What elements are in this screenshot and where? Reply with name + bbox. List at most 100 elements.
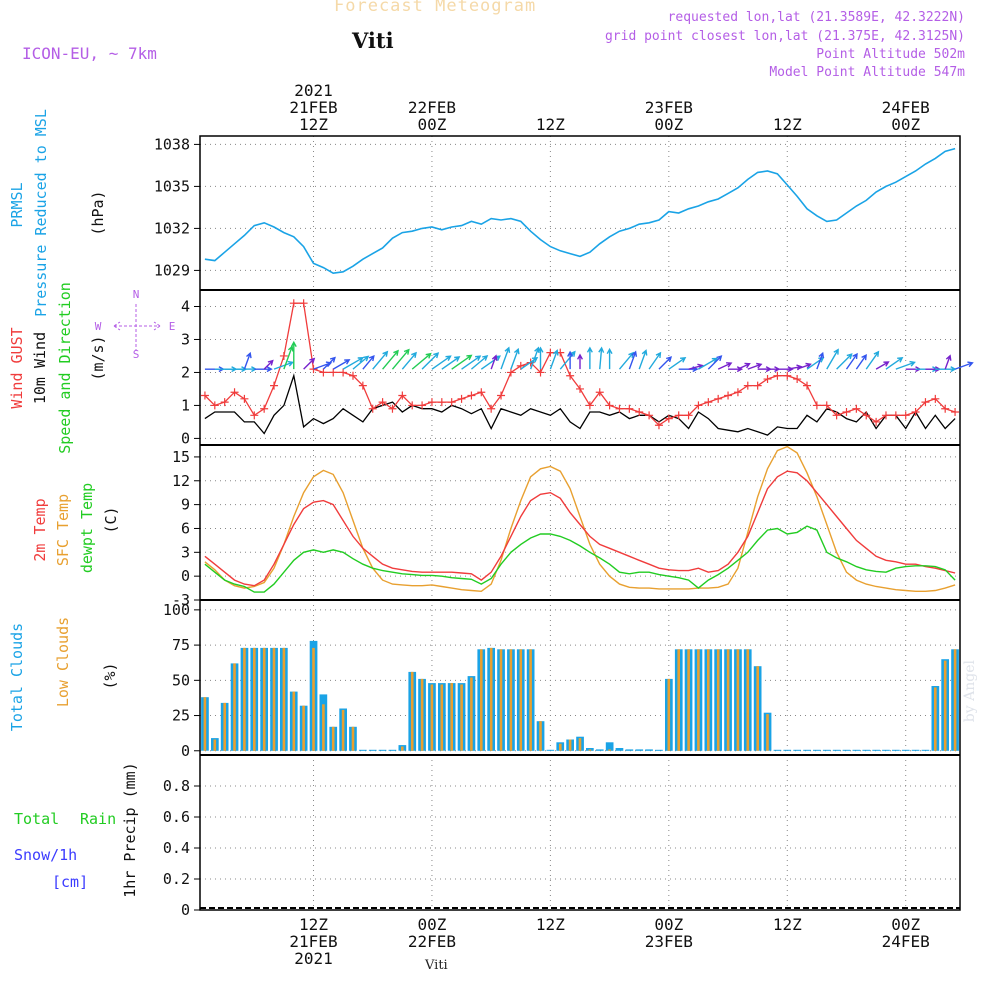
gust-marker: [546, 348, 555, 357]
low-cloud-bar: [677, 649, 680, 751]
temp-dewpt-label: dewpt Temp: [78, 483, 96, 573]
wind-10m-label: 10m Wind: [31, 332, 49, 404]
gust-marker: [694, 401, 703, 410]
low-cloud-bar: [243, 647, 246, 751]
wind-direction-arrow: [461, 355, 482, 370]
precip-ytick-label: 0.2: [163, 870, 190, 888]
temp-dewpt-line: [204, 525, 956, 593]
point-altitude: Point Altitude 502m: [816, 47, 965, 62]
wind-direction-arrow: [470, 355, 489, 370]
gust-marker: [576, 384, 584, 393]
gust-marker: [497, 391, 506, 400]
gust-marker: [635, 408, 644, 417]
gust-marker: [704, 398, 713, 407]
total-clouds-label: Total Clouds: [8, 623, 26, 731]
low-cloud-bar: [559, 743, 562, 751]
low-cloud-bar: [430, 684, 434, 751]
top-time-label: 12Z: [773, 115, 802, 134]
gust-marker: [270, 381, 279, 390]
low-cloud-bar: [934, 687, 937, 751]
gust-marker: [200, 391, 209, 400]
low-cloud-bar: [410, 671, 414, 751]
low-cloud-bar: [943, 660, 947, 751]
wind-direction-arrow: [576, 353, 584, 370]
total-cloud-bar: [635, 749, 644, 751]
gust-marker: [763, 375, 772, 384]
wind-direction-arrow: [273, 360, 294, 370]
top-time-label: 2021: [294, 81, 333, 100]
low-cloud-bar: [322, 704, 325, 751]
low-cloud-bar: [213, 739, 217, 751]
bottom-time-label: 2021: [294, 949, 333, 968]
total-cloud-bar: [783, 749, 792, 751]
low-cloud-bar: [282, 647, 286, 751]
gust-marker: [299, 299, 308, 308]
total-cloud-bar: [359, 749, 367, 751]
low-cloud-bar: [707, 649, 710, 751]
wind-direction-arrow: [342, 357, 364, 370]
total-cloud-bar: [388, 749, 397, 751]
gust-marker: [398, 391, 407, 400]
gust-marker: [595, 388, 604, 397]
wind-direction-arrow: [567, 350, 574, 370]
gust-marker: [447, 398, 456, 407]
wind-direction-arrow: [352, 355, 370, 370]
low-cloud-bar: [766, 714, 769, 751]
wind-direction-arrow: [618, 351, 635, 370]
top-time-label: 22FEB: [408, 98, 456, 117]
gust-marker: [783, 371, 792, 380]
temperature-ytick-label: 3: [181, 543, 190, 561]
bottom-time-label: 22FEB: [408, 932, 456, 951]
low-cloud-bar: [203, 697, 207, 751]
bottom-time-label: 00Z: [654, 915, 683, 934]
wind-ytick-label: 3: [181, 330, 190, 348]
gust-marker: [585, 401, 594, 410]
total-cloud-bar: [832, 749, 841, 751]
precip-snow-label: Snow/1h: [14, 846, 77, 864]
gust-marker: [951, 408, 960, 417]
gust-marker: [822, 401, 831, 410]
gust-marker: [487, 404, 496, 413]
wind-direction-arrow: [954, 361, 974, 370]
wind-direction-arrow: [263, 359, 274, 370]
gust-marker: [536, 368, 545, 377]
gust-marker: [852, 404, 861, 413]
gust-marker: [684, 411, 693, 420]
gust-marker: [289, 299, 298, 308]
low-cloud-bar: [440, 684, 444, 751]
compass-n: N: [133, 288, 140, 301]
low-cloud-bar: [401, 746, 404, 751]
low-cloud-bar: [480, 649, 483, 751]
low-cloud-bar: [292, 691, 296, 751]
compass-e: E: [169, 320, 176, 333]
gust-marker: [348, 371, 357, 380]
requested-coords: requested lon,lat (21.3589E, 42.3222N): [667, 10, 965, 25]
total-cloud-bar: [872, 749, 880, 751]
temp-unit-label: (C): [102, 506, 120, 533]
precip-panel: 0 0.2 0.4 0.6 0.8: [163, 755, 960, 919]
wind-direction-arrow: [332, 359, 351, 370]
wind-ytick-label: 0: [181, 429, 190, 447]
low-cloud-bar: [499, 649, 503, 751]
low-cloud-bar: [568, 739, 572, 751]
total-cloud-bar: [595, 749, 604, 751]
wind-ytick-label: 2: [181, 363, 190, 381]
gust-marker: [427, 398, 436, 407]
low-cloud-bar: [953, 649, 957, 751]
gust-marker: [793, 375, 802, 384]
bottom-time-label: 00Z: [417, 915, 446, 934]
gust-marker: [753, 381, 762, 390]
low-cloud-bar: [578, 738, 582, 751]
total-cloud-bar: [645, 749, 653, 751]
gust-marker: [625, 404, 634, 413]
low-cloud-bar: [529, 649, 532, 751]
gust-marker: [260, 404, 269, 413]
wind-speed-line: [204, 373, 956, 436]
gust-marker: [240, 394, 249, 403]
wind-direction-arrow: [648, 351, 662, 370]
gust-marker: [437, 398, 446, 407]
gust-marker: [891, 411, 900, 420]
clouds-unit-label: (%): [101, 662, 119, 689]
temperature-ytick-label: -3: [172, 591, 190, 609]
